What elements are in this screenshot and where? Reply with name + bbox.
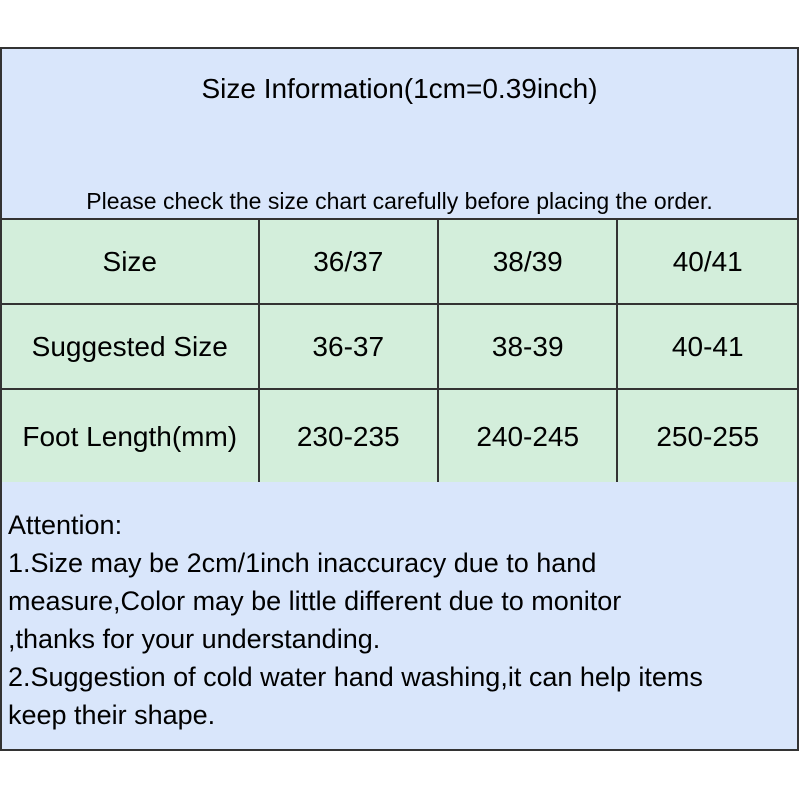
table-cell: 38-39 — [436, 303, 619, 390]
attention-line: measure,Color may be little different du… — [8, 586, 622, 616]
attention-line: keep their shape. — [8, 700, 216, 730]
table-cell: 36-37 — [257, 303, 439, 390]
table-row: Suggested Size 36-37 38-39 40-41 — [0, 303, 799, 390]
table-cell: 40-41 — [616, 303, 799, 390]
note-text: Please check the size chart carefully be… — [86, 188, 713, 214]
row-label: Suggested Size — [0, 303, 260, 390]
table-row: Foot Length(mm) 230-235 240-245 250-255 — [0, 388, 799, 485]
size-info-title: Size Information(1cm=0.39inch) — [0, 47, 799, 131]
table-cell: 38/39 — [436, 218, 619, 305]
attention-heading: Attention: — [8, 510, 123, 540]
attention-line: 1.Size may be 2cm/1inch inaccuracy due t… — [8, 548, 597, 578]
attention-line: 2.Suggestion of cold water hand washing,… — [8, 662, 703, 692]
table-cell: 250-255 — [616, 388, 799, 485]
table-row: Size 36/37 38/39 40/41 — [0, 218, 799, 305]
row-label: Size — [0, 218, 260, 305]
table-cell: 240-245 — [436, 388, 619, 485]
size-table: Size 36/37 38/39 40/41 Suggested Size 36… — [0, 218, 799, 485]
row-label: Foot Length(mm) — [0, 388, 260, 485]
attention-line: ,thanks for your understanding. — [8, 624, 381, 654]
title-text: Size Information(1cm=0.39inch) — [201, 73, 598, 104]
table-cell: 36/37 — [257, 218, 439, 305]
order-note: Please check the size chart carefully be… — [0, 129, 799, 219]
table-cell: 40/41 — [616, 218, 799, 305]
attention-section: Attention: 1.Size may be 2cm/1inch inacc… — [0, 482, 799, 751]
table-cell: 230-235 — [257, 388, 439, 485]
